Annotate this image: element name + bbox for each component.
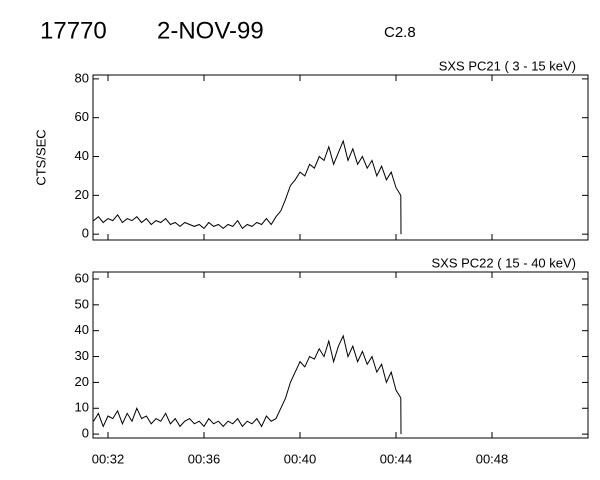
y-tick-label: 60 bbox=[75, 109, 89, 124]
panel-title: SXS PC22 ( 15 - 40 keV) bbox=[431, 255, 576, 270]
plot-frame bbox=[92, 74, 589, 241]
panel-title: SXS PC21 ( 3 - 15 keV) bbox=[439, 58, 576, 73]
y-tick-label: 80 bbox=[75, 70, 89, 85]
event-date: 2-NOV-99 bbox=[157, 17, 264, 44]
event-id: 17770 bbox=[40, 17, 107, 44]
y-axis-label: CTS/SEC bbox=[33, 129, 48, 185]
y-tick-label: 10 bbox=[75, 400, 89, 415]
x-tick-label: 00:36 bbox=[188, 451, 221, 466]
x-tick-label: 00:48 bbox=[476, 451, 509, 466]
x-tick-label: 00:44 bbox=[380, 451, 413, 466]
flare-class: C2.8 bbox=[384, 24, 416, 41]
data-line bbox=[93, 139, 402, 235]
y-tick-label: 60 bbox=[75, 270, 89, 285]
plot-frame bbox=[92, 271, 589, 439]
y-tick-label: 20 bbox=[75, 187, 89, 202]
x-tick-label: 00:32 bbox=[92, 451, 125, 466]
y-tick-label: 0 bbox=[82, 426, 89, 441]
y-tick-label: 20 bbox=[75, 374, 89, 389]
y-tick-label: 40 bbox=[75, 322, 89, 337]
data-line bbox=[93, 334, 402, 435]
y-tick-label: 40 bbox=[75, 148, 89, 163]
y-tick-label: 30 bbox=[75, 348, 89, 363]
y-tick-label: 0 bbox=[82, 226, 89, 241]
y-tick-label: 50 bbox=[75, 296, 89, 311]
x-tick-label: 00:40 bbox=[284, 451, 317, 466]
